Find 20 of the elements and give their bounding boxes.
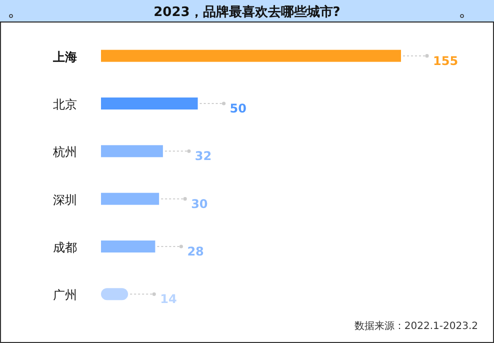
data-label: 28	[187, 244, 204, 258]
source-note: 数据来源：2022.1-2023.2	[354, 320, 478, 332]
bar	[101, 240, 156, 252]
bar	[101, 98, 198, 110]
y-tick-label: 北京	[53, 98, 77, 112]
y-tick-label: 杭州	[52, 145, 77, 160]
bar	[101, 145, 163, 158]
data-label: 32	[194, 149, 212, 164]
data-label: 30	[191, 196, 208, 211]
data-label: 155	[433, 54, 458, 68]
data-label: 14	[160, 292, 177, 306]
bar	[101, 288, 128, 300]
bar	[101, 192, 160, 205]
chart-title: 2023，品牌最喜欢去哪些城市?	[154, 4, 340, 20]
y-tick-label: 深圳	[53, 192, 77, 207]
bar	[101, 50, 401, 62]
y-tick-label: 成都	[53, 240, 77, 254]
y-tick-label: 广州	[53, 288, 77, 302]
data-label: 50	[230, 102, 246, 116]
y-tick-label: 上海	[52, 50, 77, 64]
